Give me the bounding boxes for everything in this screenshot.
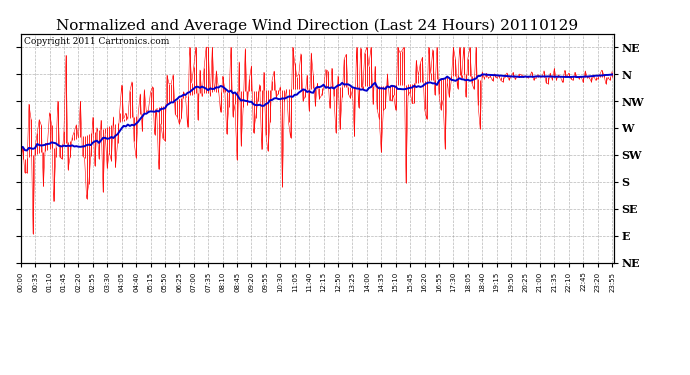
Title: Normalized and Average Wind Direction (Last 24 Hours) 20110129: Normalized and Average Wind Direction (L… [57, 18, 578, 33]
Text: Copyright 2011 Cartronics.com: Copyright 2011 Cartronics.com [23, 37, 169, 46]
